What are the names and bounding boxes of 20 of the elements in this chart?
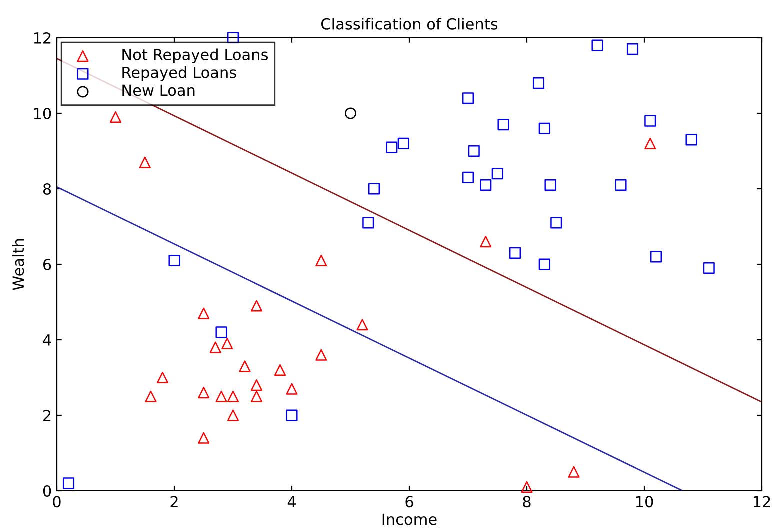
y-tick-label: 0 (43, 485, 52, 498)
x-tick-label: 12 (754, 496, 770, 508)
y-tick-label: 12 (34, 32, 51, 44)
legend-label: Not Repayed Loans (122, 48, 268, 64)
x-tick-label: 8 (523, 496, 531, 508)
y-tick-label: 2 (44, 410, 51, 422)
x-tick-label: 10 (636, 496, 654, 508)
legend-label: New Loan (122, 84, 195, 96)
y-tick-label: 10 (34, 108, 52, 120)
x-tick-label: 4 (288, 496, 296, 508)
x-tick-label: 6 (406, 496, 414, 508)
x-tick-label: 0 (53, 496, 61, 508)
y-tick-label: 4 (43, 334, 52, 346)
y-tick-label: 6 (43, 258, 52, 271)
y-tick-label: 8 (43, 183, 52, 196)
chart-title: Classification of Clients (322, 18, 498, 30)
y-axis-title: Wealth (12, 239, 24, 290)
x-tick-label: 2 (170, 496, 178, 508)
x-axis-title: Income (382, 514, 437, 526)
legend-label: Repayed Loans (122, 66, 236, 82)
